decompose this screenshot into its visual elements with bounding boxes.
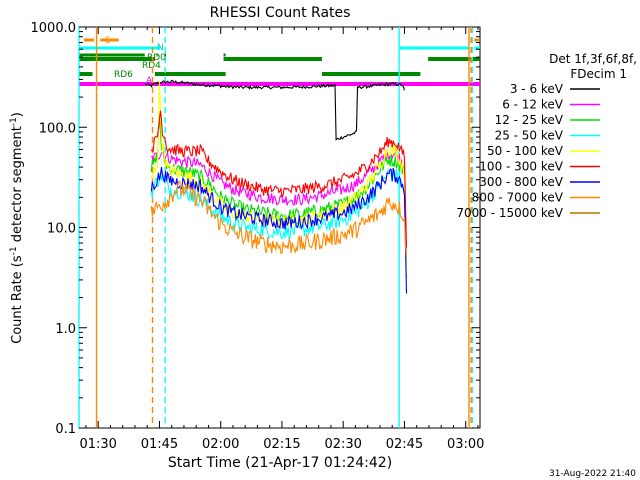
series-line-6 <box>150 167 408 294</box>
x-tick-label: 02:30 <box>324 437 361 452</box>
y-axis-label-sup1: -1 <box>9 246 19 255</box>
series-layer <box>144 79 408 294</box>
series-line-1 <box>151 148 408 263</box>
y-axis-label-end: ) <box>10 112 25 117</box>
footer-date: 31-Aug-2022 21:40 <box>549 469 636 479</box>
flag-label-rd6: RD6 <box>114 70 133 80</box>
x-tick-label: 02:45 <box>386 437 423 452</box>
y-axis-label-sup2: -1 <box>9 117 19 126</box>
series-line-0 <box>144 79 406 141</box>
legend-entry-label: 12 - 25 keV <box>495 113 564 127</box>
x-tick-label: 03:00 <box>447 437 484 452</box>
legend-entry-label: 50 - 100 keV <box>487 144 564 158</box>
axes: 01:30 01:45 02:00 02:15 02:30 02:45 03:00 0.1 1.… <box>31 21 485 452</box>
flag-label-rd0: RD0 <box>147 53 166 63</box>
flag-label-s: S <box>105 36 111 46</box>
x-tick-label: 02:15 <box>263 437 300 452</box>
chart-title: RHESSI Count Rates <box>210 5 351 21</box>
x-tick-label: 02:00 <box>202 437 239 452</box>
legend-header-2: FDecim 1 <box>570 67 627 81</box>
series-line-5 <box>150 110 408 248</box>
y-tick-label: 10.0 <box>47 222 76 237</box>
y-axis-label: Count Rate (s-1 detector segment-1) <box>9 112 25 344</box>
y-tick-label: 100.0 <box>39 121 76 136</box>
y-tick-label: 1.0 <box>55 322 76 337</box>
x-tick-label: 01:45 <box>141 437 178 452</box>
flag-label-n: N <box>157 43 164 53</box>
y-tick-label: 1000.0 <box>31 21 77 36</box>
legend-entry-label: 25 - 50 keV <box>495 129 564 143</box>
legend-entry-label: 100 - 300 keV <box>479 160 563 174</box>
y-tick-label: 0.1 <box>55 422 76 437</box>
flag-label-a: A <box>146 76 153 86</box>
y-axis-label-mid: detector segment <box>10 126 25 246</box>
legend-entry-label: 300 - 800 keV <box>479 175 563 189</box>
legend-entry-label: 3 - 6 keV <box>510 82 564 96</box>
legend: Det 1f,3f,6f,8f, FDecim 1 3 - 6 keV 6 - 1… <box>456 52 637 220</box>
legend-entry-label: 800 - 7000 keV <box>472 191 564 205</box>
series-line-4 <box>150 81 408 274</box>
flag-label-rd4: RD4 <box>142 61 161 71</box>
legend-header-1: Det 1f,3f,6f,8f, <box>549 52 637 66</box>
x-tick-label: 01:30 <box>79 437 116 452</box>
y-axis-label-main: Count Rate (s <box>10 255 25 344</box>
legend-entry-label: 7000 - 15000 keV <box>456 206 563 220</box>
series-line-7 <box>150 180 408 258</box>
x-axis-label: Start Time (21-Apr-17 01:24:42) <box>168 455 392 471</box>
legend-entry-label: 6 - 12 keV <box>502 98 564 112</box>
